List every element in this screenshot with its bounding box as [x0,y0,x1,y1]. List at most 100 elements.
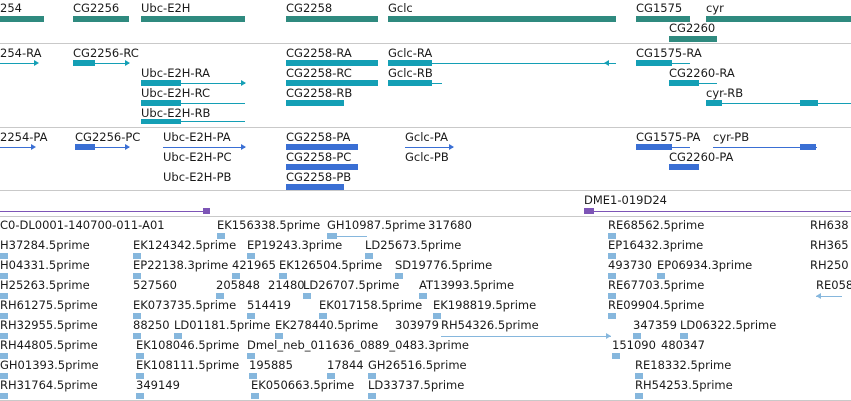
est-label[interactable]: RH54253.5prime [635,378,733,392]
est-label[interactable]: RH31764.5prime [0,378,98,392]
transcript-label[interactable]: cyr-RB [706,86,744,100]
est-feature[interactable] [0,333,8,339]
est-label[interactable]: EK124342.5prime [133,238,237,252]
est-label[interactable]: 514419 [247,298,291,312]
est-label[interactable]: 527560 [133,278,177,292]
est-feature[interactable] [633,333,641,339]
transcript-feature[interactable] [286,100,344,106]
est-label[interactable]: LD25673.5prime [365,238,462,252]
est-feature[interactable] [368,393,376,399]
protein-label[interactable]: CG2258-PC [286,150,352,164]
gene-feature[interactable] [73,16,129,22]
gene-label[interactable]: CG2260 [669,21,716,35]
est-feature[interactable] [608,253,616,259]
transcript-feature[interactable] [286,80,378,86]
est-label[interactable]: EK126504.5prime [279,258,383,272]
gene-label[interactable]: cyr [706,1,724,15]
gene-feature[interactable] [0,16,44,22]
protein-label[interactable]: Ubc-E2H-PA [163,130,231,144]
est-label[interactable]: Dmel_neb_011636_0889_0483.3prime [247,338,469,352]
protein-feature[interactable] [0,147,34,148]
est-label[interactable]: GH26516.5prime [368,358,467,372]
est-feature[interactable] [216,293,224,299]
est-label[interactable]: H25263.5prime [0,278,90,292]
est-label[interactable]: RH32955.5prime [0,318,98,332]
est-label[interactable]: AT13993.5prime [419,278,515,292]
est-label[interactable]: EK278440.5prime [275,318,379,332]
est-label[interactable]: RE09904.5prime [608,298,705,312]
est-label[interactable]: 303979 [395,318,439,332]
est-feature[interactable] [657,273,665,279]
est-feature[interactable] [419,293,427,299]
protein-label[interactable]: CG2258-PA [286,130,351,144]
bac-feature[interactable] [0,211,210,212]
est-feature[interactable] [680,333,688,339]
est-feature[interactable] [608,293,616,299]
protein-label[interactable]: CG2260-PA [669,150,734,164]
est-label[interactable]: EP06934.3prime [657,258,753,272]
est-feature[interactable] [275,333,283,339]
est-feature[interactable] [816,296,842,297]
protein-feature[interactable] [163,147,245,148]
est-label[interactable]: 205848 [216,278,260,292]
est-feature[interactable] [0,293,8,299]
protein-label[interactable]: CG2258-PB [286,170,352,184]
transcript-label[interactable]: CG2256-RC [73,46,139,60]
est-feature[interactable] [0,253,8,259]
est-label[interactable]: 88250 [133,318,170,332]
est-label[interactable]: GH01393.5prime [0,358,99,372]
est-feature[interactable] [0,313,8,319]
est-feature[interactable] [368,373,376,379]
est-label[interactable]: RH54326.5prime [441,318,539,332]
gene-feature[interactable] [141,16,245,22]
est-feature[interactable] [327,236,367,237]
est-label[interactable]: EK108046.5prime [136,338,240,352]
protein-feature[interactable] [286,144,358,150]
protein-feature[interactable] [286,184,344,190]
est-label[interactable]: RE67703.5prime [608,278,705,292]
gene-label[interactable]: Ubc-E2H [141,1,191,15]
est-feature[interactable] [133,273,141,279]
est-feature[interactable] [279,273,287,279]
protein-label[interactable]: Ubc-E2H-PC [163,150,232,164]
est-label[interactable]: 480347 [661,338,705,352]
est-label[interactable]: EK108111.5prime [136,358,240,372]
est-label[interactable]: 347359 [633,318,677,332]
est-label[interactable]: LD06322.5prime [680,318,777,332]
est-feature[interactable] [136,353,144,359]
est-label[interactable]: RE68562.5prime [608,218,705,232]
est-feature[interactable] [0,393,8,399]
est-feature[interactable] [612,353,620,359]
protein-feature[interactable] [669,164,699,170]
est-label[interactable]: 317680 [428,218,472,232]
protein-label[interactable]: CG2256-PC [75,130,141,144]
protein-label[interactable]: Gclc-PA [405,130,448,144]
gene-feature[interactable] [706,16,851,22]
est-label[interactable]: 493730 [608,258,652,272]
est-feature[interactable] [441,336,611,337]
est-feature[interactable] [247,353,255,359]
est-label[interactable]: EK198819.5prime [433,298,537,312]
transcript-feature[interactable] [636,60,672,66]
transcript-label[interactable]: CG2258-RB [286,86,353,100]
transcript-feature[interactable] [73,63,129,64]
est-label[interactable]: RH44805.5prime [0,338,98,352]
transcript-label[interactable]: Ubc-E2H-RB [141,106,211,120]
est-feature[interactable] [133,313,141,319]
est-label[interactable]: SD19776.5prime [395,258,493,272]
gene-label[interactable]: CG2256 [73,1,120,15]
transcript-label[interactable]: Gclc-RA [388,46,433,60]
est-label[interactable]: EK017158.5prime [319,298,423,312]
bac-feature[interactable] [584,211,851,212]
est-feature[interactable] [635,373,643,379]
gene-label[interactable]: CG2258 [286,1,333,15]
est-label[interactable]: RH638 [810,218,849,232]
est-label[interactable]: RH250 [810,258,849,272]
transcript-label[interactable]: Gclc-RB [388,66,433,80]
protein-label[interactable]: Gclc-PB [405,150,449,164]
est-feature[interactable] [433,313,441,319]
est-feature[interactable] [174,333,182,339]
est-feature[interactable] [217,233,225,239]
est-label[interactable]: EK156338.5prime [217,218,321,232]
transcript-label[interactable]: Ubc-E2H-RC [141,86,211,100]
